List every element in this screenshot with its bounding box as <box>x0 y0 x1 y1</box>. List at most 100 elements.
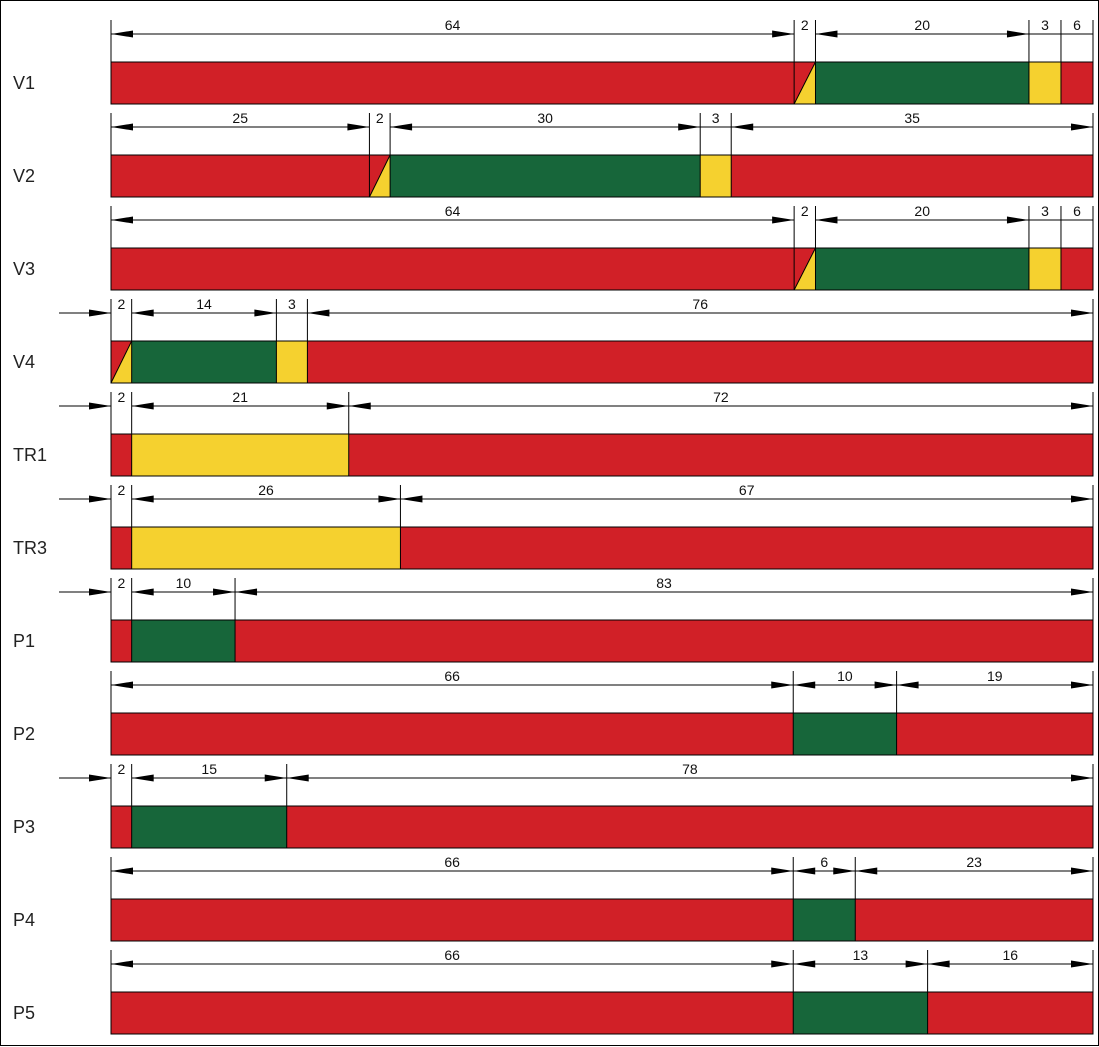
dim-arrow-left-v2-2 <box>390 123 413 131</box>
segment-v1-1-diagonal <box>793 61 816 105</box>
bar-outline-v4 <box>110 340 1094 384</box>
segment-p1-2 <box>235 620 1093 662</box>
segment-v1-0 <box>111 62 795 104</box>
segment-v1-2 <box>815 62 1029 104</box>
segment-p5-1 <box>793 992 928 1034</box>
dim-label-v2-1: 2 <box>376 110 384 126</box>
dim-arrow-right-p4-0 <box>771 867 794 875</box>
dim-arrow-left-p1-1 <box>131 588 154 596</box>
dim-label-v1-4: 6 <box>1073 17 1081 33</box>
segment-tr3-0 <box>111 527 132 569</box>
segment-v4-3 <box>307 341 1093 383</box>
dim-label-p2-0: 66 <box>444 668 460 684</box>
segment-v1-4 <box>1060 62 1093 104</box>
dim-label-p4-0: 66 <box>444 854 460 870</box>
segment-p3-2 <box>286 806 1093 848</box>
dim-label-v4-0: 2 <box>117 296 125 312</box>
segment-p1-0 <box>111 620 132 662</box>
bar-outline-tr3 <box>110 526 1094 570</box>
dim-arrow-right-tr3-2 <box>1071 495 1093 503</box>
dim-label-p5-1: 13 <box>853 947 869 963</box>
segment-v3-1-diagonal <box>793 247 816 291</box>
dim-label-p1-1: 10 <box>176 575 192 591</box>
row-label-tr1: TR1 <box>13 445 47 465</box>
dim-arrow-left-p4-0 <box>111 867 133 875</box>
dim-arrow-left-v2-0 <box>111 123 133 131</box>
dim-arrow-right-tr3-1 <box>378 495 401 503</box>
row-label-v2: V2 <box>13 166 35 186</box>
row-label-v3: V3 <box>13 259 35 279</box>
segment-p2-0 <box>111 713 794 755</box>
dim-arrow-right-p2-2 <box>1071 681 1093 689</box>
dim-arrow-right-p4-1 <box>833 867 856 875</box>
dim-label-v3-1: 2 <box>801 203 809 219</box>
dim-arrow-left-p2-1 <box>793 681 816 689</box>
dim-label-tr1-1: 21 <box>232 389 248 405</box>
dim-arrow-left-p2-0 <box>111 681 133 689</box>
dim-arrow-right-tr1-1 <box>326 402 349 410</box>
dim-arrow-right-v1-2 <box>1006 30 1029 38</box>
dim-label-v3-2: 20 <box>914 203 930 219</box>
dim-arrow-left-p5-2 <box>927 960 950 968</box>
dim-label-v2-0: 25 <box>232 110 248 126</box>
dim-arrow-right-v3-0 <box>772 216 795 224</box>
dim-label-tr3-0: 2 <box>117 482 125 498</box>
dim-arrow-left-p3-2 <box>286 774 309 782</box>
segment-p3-1 <box>131 806 287 848</box>
dim-label-tr3-2: 67 <box>739 482 755 498</box>
dim-arrow-right-p3-1 <box>264 774 287 782</box>
dim-label-p2-2: 19 <box>987 668 1003 684</box>
dim-arrow-right-p3-2 <box>1071 774 1093 782</box>
dim-arrow-right-v3-2 <box>1006 216 1029 224</box>
segment-v2-0 <box>111 155 370 197</box>
segment-tr1-2 <box>348 434 1093 476</box>
dim-arrow-left-p5-0 <box>111 960 133 968</box>
dim-label-p3-1: 15 <box>201 761 217 777</box>
dim-arrow-right-tr1-2 <box>1071 402 1093 410</box>
dim-arrow-left-v4-3 <box>307 309 330 317</box>
dim-label-v1-0: 64 <box>445 17 461 33</box>
dim-arrow-left-v3-2 <box>815 216 838 224</box>
segment-p4-0 <box>111 899 794 941</box>
dim-arrow-right-v2-2 <box>678 123 701 131</box>
dim-label-v3-0: 64 <box>445 203 461 219</box>
dim-arrow-right-v4-1 <box>254 309 277 317</box>
dim-arrow-left-p5-1 <box>793 960 816 968</box>
dim-label-p5-0: 66 <box>444 947 460 963</box>
bar-outline-v1 <box>110 61 1094 105</box>
bar-outline-p2 <box>110 712 1094 756</box>
dim-arrow-right-p5-0 <box>771 960 794 968</box>
dim-arrow-left-p4-2 <box>855 867 878 875</box>
row-label-p4: P4 <box>13 910 35 930</box>
enter-arrow-p1 <box>89 588 111 596</box>
segment-v3-4 <box>1060 248 1093 290</box>
dim-label-p1-2: 83 <box>656 575 672 591</box>
dim-arrow-left-tr1-2 <box>348 402 371 410</box>
dim-arrow-right-p2-0 <box>771 681 794 689</box>
segment-p5-0 <box>111 992 794 1034</box>
dim-label-p4-2: 23 <box>966 854 982 870</box>
segment-v2-4 <box>731 155 1093 197</box>
dim-arrow-right-p4-2 <box>1071 867 1093 875</box>
dim-label-v1-1: 2 <box>801 17 809 33</box>
segment-p2-1 <box>793 713 897 755</box>
dim-arrow-left-v1-2 <box>815 30 838 38</box>
segment-p5-2 <box>927 992 1093 1034</box>
dim-arrow-right-p1-2 <box>1071 588 1093 596</box>
dim-label-tr1-0: 2 <box>117 389 125 405</box>
dim-arrow-left-tr1-1 <box>131 402 154 410</box>
dim-arrow-right-v2-4 <box>1071 123 1093 131</box>
bar-outline-v2 <box>110 154 1094 198</box>
dim-label-tr1-2: 72 <box>713 389 729 405</box>
dim-label-v1-2: 20 <box>914 17 930 33</box>
dim-label-v2-3: 3 <box>712 110 720 126</box>
dim-arrow-right-p1-1 <box>213 588 236 596</box>
row-label-p5: P5 <box>13 1003 35 1023</box>
dim-label-v4-3: 76 <box>692 296 708 312</box>
dim-arrow-right-p5-1 <box>905 960 928 968</box>
enter-arrow-tr1 <box>89 402 111 410</box>
dim-arrow-right-v1-0 <box>772 30 795 38</box>
bar-outline-tr1 <box>110 433 1094 477</box>
dim-arrow-left-tr3-2 <box>400 495 423 503</box>
